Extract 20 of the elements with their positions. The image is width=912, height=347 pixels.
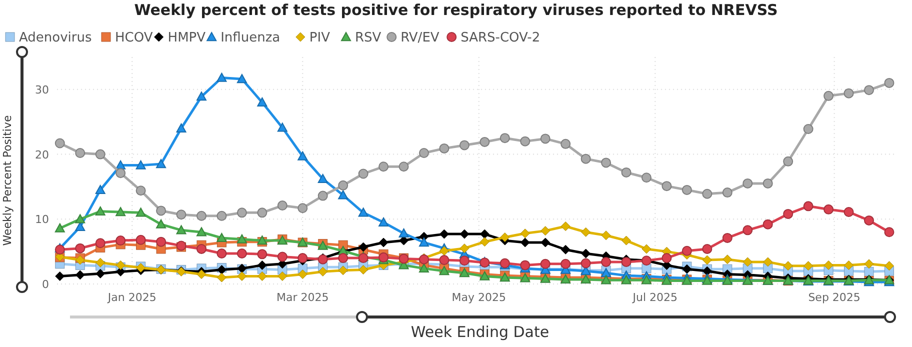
y-axis-title: Weekly Percent Positive: [1, 115, 14, 246]
legend-label: HCOV: [115, 30, 153, 46]
x-tick-label: Sep 2025: [808, 291, 860, 304]
legend-label: PIV: [309, 30, 330, 46]
legend-label: Influenza: [220, 30, 280, 46]
chart-title: Weekly percent of tests positive for respiratory viruses reported to NREVSS: [134, 1, 778, 19]
legend-label: RSV: [355, 30, 382, 46]
y-tick-label: 10: [35, 213, 49, 226]
x-axis-title: Week Ending Date: [410, 323, 550, 341]
x-tick-label: Mar 2025: [276, 291, 329, 304]
y-tick-label: 0: [42, 278, 49, 291]
legend-label: Adenovirus: [19, 30, 92, 46]
legend-label: RV/EV: [400, 30, 440, 46]
y-tick-label: 30: [35, 83, 49, 96]
legend-label: HMPV: [168, 30, 206, 46]
y-tick-label: 20: [35, 148, 49, 162]
legend-label: SARS-COV-2: [460, 30, 540, 46]
x-tick-label: Jan 2025: [106, 291, 156, 304]
x-tick-label: Jul 2025: [632, 291, 678, 304]
x-tick-label: May 2025: [452, 291, 506, 304]
